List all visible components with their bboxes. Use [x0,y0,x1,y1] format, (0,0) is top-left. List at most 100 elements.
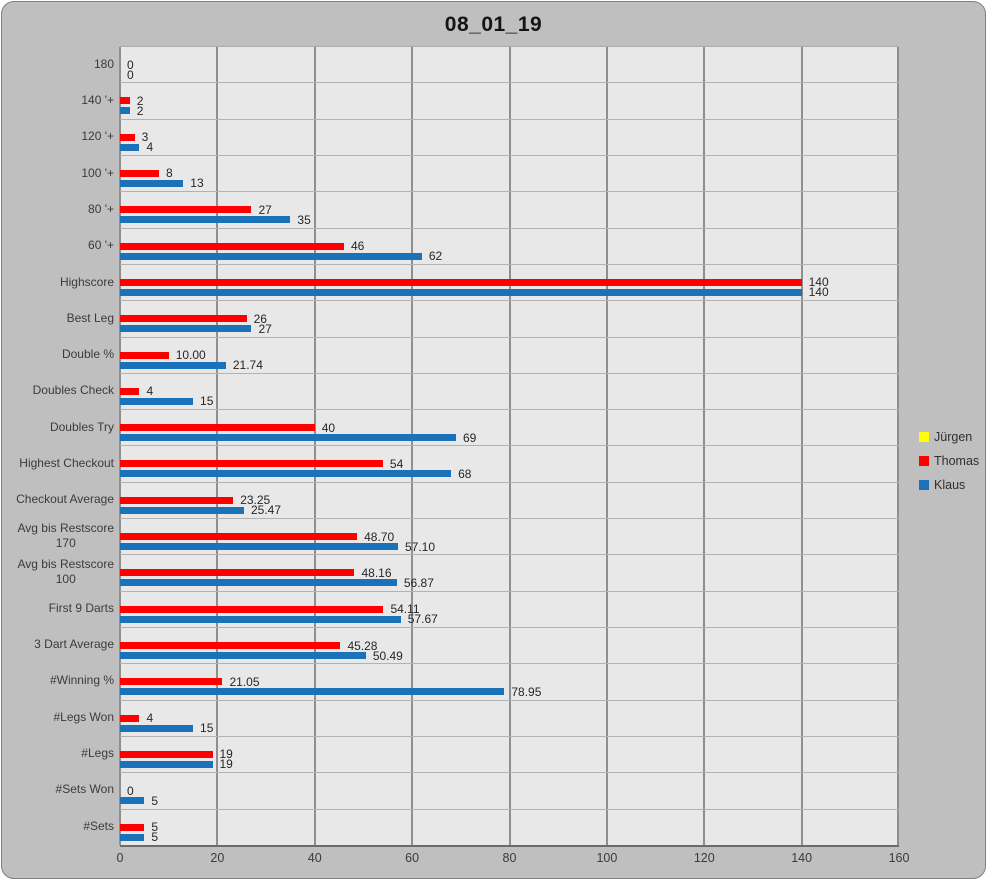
x-tick-label: 0 [116,851,124,865]
bar-row: 46 62 [120,229,899,265]
category-label: #Legs [81,745,114,760]
thomas-bar [120,206,252,214]
klaus-value-label: 140 [808,285,829,300]
thomas-value-label: 45.28 [347,638,378,653]
thomas-bar [120,714,140,722]
bar-row: 23.25 25.47 [120,483,899,520]
klaus-swatch-icon [919,480,929,490]
category-label: #Winning % [49,673,114,688]
klaus-value-label: 2 [136,103,144,118]
thomas-value-label: 8 [165,166,173,181]
x-axis: 0 20 40 60 80 100 120 140 160 [117,851,910,869]
klaus-bar [120,652,366,659]
bar-row: 19 19 [120,737,899,774]
legend-label: Klaus [934,478,966,492]
thomas-value-label: 23.25 [240,493,271,508]
klaus-bar [120,470,452,478]
klaus-value-label: 57.10 [405,539,436,554]
klaus-value-label: 35 [297,212,311,227]
thomas-value-label: 27 [258,202,272,217]
klaus-bar [120,397,194,405]
bar-row: 40 69 [120,410,899,447]
thomas-bar [120,605,384,613]
klaus-value-label: 15 [200,394,214,409]
category-label: 3 Dart Average [34,637,114,652]
klaus-bar [120,724,194,732]
klaus-bar [120,288,802,296]
klaus-value-label: 13 [190,176,204,191]
x-tick-label: 140 [791,851,813,865]
x-tick-label: 40 [307,851,322,865]
category-label: Avg bis Restscore 170 [17,521,115,550]
x-tick-label: 60 [405,851,420,865]
klaus-bar [120,797,145,805]
legend-item-klaus: Klaus [919,478,979,492]
category-label: Doubles Check [32,383,114,398]
category-label: 140 '+ [81,93,114,108]
thomas-bar [120,533,358,541]
legend-item-juergen: Jürgen [919,430,979,444]
thomas-bar [120,97,130,105]
thomas-bar [120,823,145,831]
chart-title: 08_01_19 [444,13,543,36]
legend: Jürgen Thomas Klaus [919,430,979,502]
thomas-value-label: 19 [219,747,233,762]
category-label: Avg bis Restscore 100 [17,557,115,586]
bar-row: 45.28 50.49 [120,628,899,665]
klaus-bar [120,615,401,623]
category-label: 60 '+ [88,238,114,253]
x-tick-label: 100 [596,851,618,865]
thomas-value-label: 26 [253,311,267,326]
klaus-value-label: 5 [151,830,159,845]
thomas-value-label: 3 [141,130,149,145]
bar-row: 48.70 57.10 [120,519,899,556]
thomas-bar [120,315,247,323]
thomas-value-label: 40 [321,420,336,435]
bar-row: 54 68 [120,446,899,483]
bar-row: 54.11 57.67 [120,592,899,628]
bar-row: 26 27 [120,301,899,338]
klaus-value-label: 57.67 [407,612,438,627]
thomas-bar [120,387,140,395]
klaus-value-label: 68 [458,466,472,481]
category-label: 80 '+ [88,202,114,216]
category-label: First 9 Darts [48,600,114,615]
x-tick-label: 20 [210,851,225,865]
bar-row: 10.00 21.74 [120,338,899,374]
category-label: Highscore [59,274,114,289]
thomas-value-label: 21.05 [229,674,260,689]
klaus-bar [120,543,398,551]
klaus-value-label: 0 [127,67,134,82]
klaus-value-label: 5 [151,793,159,808]
thomas-value-label: 48.70 [364,529,395,544]
klaus-bar [120,179,184,187]
thomas-bar [120,242,344,250]
category-label: Checkout Average [16,492,114,507]
klaus-value-label: 27 [258,321,272,336]
thomas-bar [120,133,135,141]
thomas-bar [120,642,341,649]
klaus-bar [120,143,140,151]
klaus-value-label: 78.95 [511,684,542,699]
category-label: 100 '+ [81,165,114,180]
category-label: #Sets [83,818,114,833]
bar-row: 48.16 56.87 [120,555,899,592]
thomas-value-label: 54 [389,456,404,471]
category-label: #Sets Won [55,782,114,797]
thomas-bar [120,278,802,286]
klaus-bar [120,688,505,696]
bar-rows: 0 0 2 2 3 4 8 13 27 35 46 62 140 140 26 27 10.00 21.74 4 15… [120,47,899,845]
bar-row: 140 140 [120,265,899,302]
klaus-value-label: 56.87 [403,575,434,590]
thomas-value-label: 4 [146,711,154,726]
klaus-value-label: 15 [200,721,214,736]
klaus-bar [120,252,422,260]
bar-row: 21.05 78.95 [120,664,899,701]
thomas-bar [120,460,383,468]
category-label: #Legs Won [53,709,115,724]
